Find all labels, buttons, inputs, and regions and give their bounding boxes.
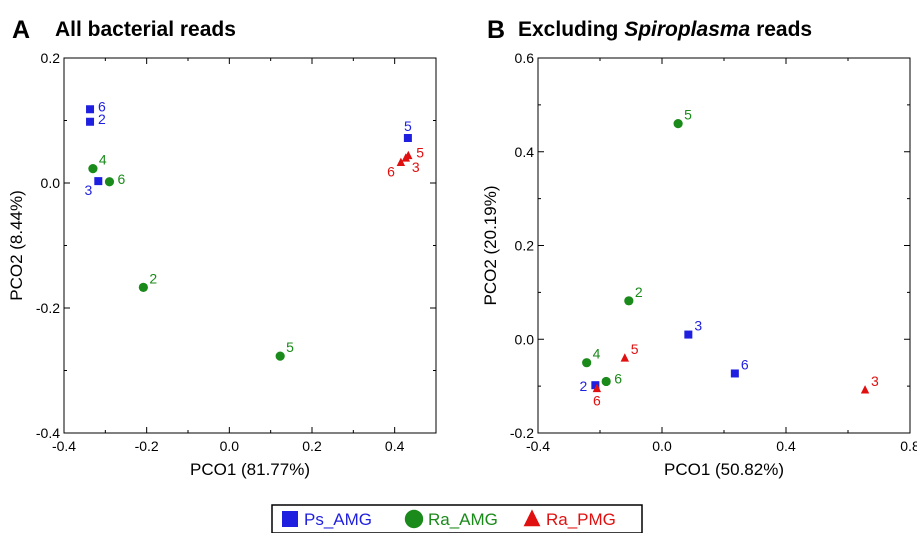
panel-title-part: reads — [750, 18, 812, 41]
data-point — [582, 358, 592, 368]
data-point — [396, 157, 406, 166]
plot-frame — [63, 57, 437, 434]
panel-letter: B — [487, 16, 505, 44]
data-point — [592, 383, 602, 393]
point-label: 5 — [404, 118, 412, 134]
series-ra-amg: 46 2 5 — [88, 152, 294, 361]
point-label: 3 — [85, 182, 93, 198]
legend-label: Ra_AMG — [428, 510, 498, 529]
y-axis-title: PCO2 (20.19%) — [481, 186, 500, 306]
x-tick-label: 0.8 — [900, 438, 917, 454]
data-point — [275, 351, 285, 361]
point-label: 6 — [741, 356, 749, 372]
point-label: 6 — [593, 392, 601, 408]
x-tick-label: 0.4 — [385, 438, 405, 454]
legend: Ps_AMG Ra_AMG Ra_PMG — [271, 504, 643, 534]
data-point — [88, 164, 98, 174]
data-point — [86, 105, 95, 114]
legend-marker — [404, 509, 424, 529]
y-tick-label: -0.4 — [36, 425, 60, 441]
panel-title: All bacterial reads — [55, 18, 236, 41]
y-tick-label: 0.4 — [515, 144, 535, 160]
data-point — [94, 177, 103, 186]
series-ra-amg: 5 2 46 — [582, 107, 692, 387]
data-point — [673, 119, 683, 129]
legend-entry: Ps_AMG — [282, 510, 372, 529]
y-tick-label: 0.6 — [515, 50, 535, 66]
panel-title: Excluding Spiroplasma reads — [518, 18, 812, 41]
point-label: 6 — [117, 171, 125, 187]
legend-label: Ra_PMG — [546, 510, 616, 529]
point-label: 3 — [871, 373, 879, 389]
panel-title-part: Excluding — [518, 18, 624, 41]
legend-marker — [282, 511, 298, 527]
point-label: 4 — [593, 346, 601, 362]
data-point — [860, 385, 870, 394]
point-label: 6 — [614, 370, 622, 386]
series-ra-pmg: 563 — [592, 341, 879, 408]
x-tick-label: 0.2 — [302, 438, 322, 454]
panel-title-part: All bacterial reads — [55, 18, 236, 41]
point-label: 2 — [149, 270, 157, 286]
x-axis-title: PCO1 (81.77%) — [190, 460, 310, 479]
point-label: 2 — [635, 284, 643, 300]
legend-marker — [523, 509, 541, 527]
point-label: 4 — [99, 152, 107, 168]
y-axis-title: PCO2 (8.44%) — [7, 190, 26, 301]
plot-frame — [537, 57, 911, 434]
y-tick-label: -0.2 — [510, 425, 534, 441]
panel-a: A All bacterial reads -0.4 -0.2 0.0 0.2 0.4 -0.… — [7, 16, 437, 479]
point-label: 5 — [631, 341, 639, 357]
y-tick-label: -0.2 — [36, 300, 60, 316]
data-point — [86, 117, 95, 126]
x-tick-label: 0.4 — [776, 438, 796, 454]
x-tick-label: -0.4 — [526, 438, 550, 454]
point-label: 2 — [580, 378, 588, 394]
y-tick-label: 0.2 — [41, 50, 61, 66]
data-point — [138, 282, 148, 292]
series-ps-amg: 3 6 2 — [580, 318, 749, 395]
data-point — [104, 177, 115, 187]
x-axis-title: PCO1 (50.82%) — [664, 460, 784, 479]
panel-letter: A — [12, 16, 30, 44]
point-label: 5 — [684, 107, 692, 123]
legend-box — [271, 504, 643, 534]
x-tick-label: 0.0 — [220, 438, 240, 454]
data-point — [601, 376, 611, 387]
y-tick-label: 0.2 — [515, 238, 535, 254]
legend-entry: Ra_AMG — [404, 509, 498, 529]
point-label: 2 — [98, 111, 106, 127]
series-ra-pmg: 53 6 — [387, 145, 424, 180]
data-point — [624, 296, 634, 306]
point-label: 3 — [412, 159, 420, 175]
x-tick-label: 0.0 — [652, 438, 672, 454]
point-label: 5 — [416, 145, 424, 161]
data-point — [403, 134, 412, 142]
panel-b: B Excluding Spiroplasma reads -0.4 0.0 0.4 0.… — [481, 16, 917, 479]
y-tick-label: 0.0 — [515, 331, 535, 347]
x-tick-label: -0.2 — [135, 438, 159, 454]
data-point — [591, 381, 600, 390]
data-point — [620, 353, 629, 362]
legend-entry: Ra_PMG — [523, 509, 616, 529]
panel-title-part: Spiroplasma — [624, 18, 750, 41]
point-label: 3 — [694, 318, 702, 334]
data-point — [684, 330, 693, 339]
point-label: 6 — [387, 163, 395, 179]
legend-label: Ps_AMG — [304, 510, 372, 529]
point-label: 5 — [286, 339, 294, 355]
data-point — [730, 369, 739, 378]
point-label: 6 — [98, 98, 106, 114]
y-tick-label: 0.0 — [41, 175, 61, 191]
x-tick-label: -0.4 — [52, 438, 76, 454]
data-point — [401, 153, 411, 162]
